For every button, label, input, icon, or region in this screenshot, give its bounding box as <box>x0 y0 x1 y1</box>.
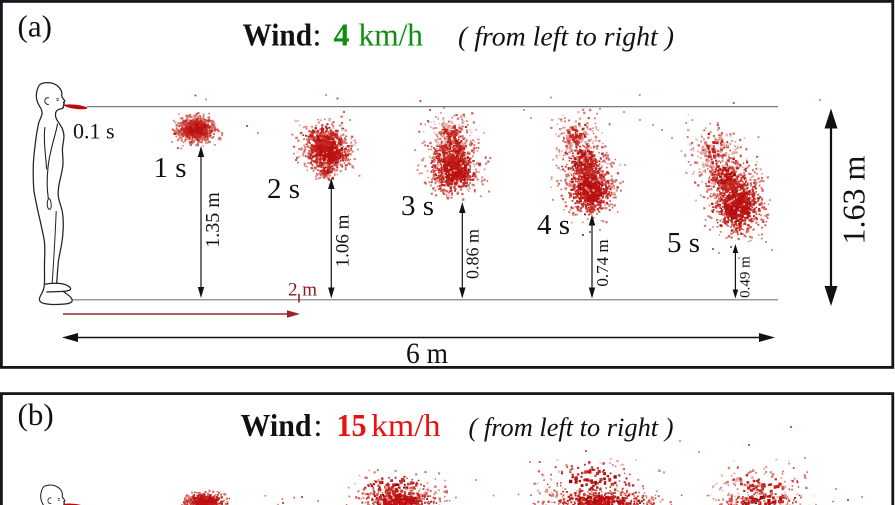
svg-text:0.1 s: 0.1 s <box>73 119 115 144</box>
svg-text:3 s: 3 s <box>401 190 434 222</box>
svg-text:15: 15 <box>337 407 367 443</box>
svg-text:2 m: 2 m <box>288 280 317 301</box>
svg-text:( from left to right ): ( from left to right ) <box>469 412 674 442</box>
svg-text:1.63 m: 1.63 m <box>836 155 872 244</box>
svg-text:4: 4 <box>334 17 350 53</box>
svg-text:1.06 m: 1.06 m <box>333 214 354 267</box>
svg-text:Wind: Wind <box>243 17 313 53</box>
svg-text:0.49 m: 0.49 m <box>738 256 754 298</box>
svg-text:0.74 m: 0.74 m <box>593 239 612 286</box>
svg-text:1.35 m: 1.35 m <box>202 192 224 248</box>
svg-text:1 s: 1 s <box>154 152 187 184</box>
svg-text:4 s: 4 s <box>537 209 570 241</box>
svg-text:(a): (a) <box>18 9 52 44</box>
svg-text:6 m: 6 m <box>406 337 448 370</box>
svg-text:(b): (b) <box>18 397 54 432</box>
svg-text:5 s: 5 s <box>667 227 700 259</box>
svg-text::: : <box>313 17 322 53</box>
svg-text::: : <box>314 407 323 443</box>
svg-text:0.86 m: 0.86 m <box>463 229 483 279</box>
svg-text:Wind: Wind <box>241 407 312 443</box>
svg-text:km/h: km/h <box>359 17 424 53</box>
svg-text:2 s: 2 s <box>267 173 300 205</box>
svg-text:( from left to right ): ( from left to right ) <box>458 22 674 52</box>
svg-text:km/h: km/h <box>371 407 441 443</box>
